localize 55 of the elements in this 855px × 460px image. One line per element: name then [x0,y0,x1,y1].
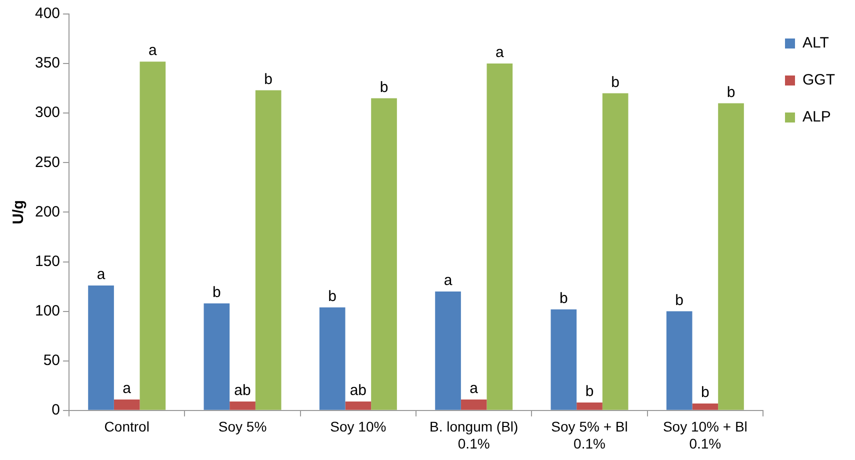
data-label: b [560,290,568,307]
bar [88,286,114,410]
bar [230,401,256,410]
bar [602,93,628,410]
y-tick-label: 350 [34,54,60,72]
y-tick-label: 100 [34,302,60,320]
y-axis-title: U/g [10,200,28,224]
bar [550,309,577,410]
y-tick-label: 300 [34,104,60,122]
data-label: b [611,74,620,91]
data-label: b [380,78,388,96]
y-tick-label: 200 [34,203,60,220]
bar [576,402,602,410]
data-label: b [675,292,684,309]
x-tick-label: Control [104,418,150,435]
x-tick-label: Soy 10% + Bl 0.1% [662,418,748,452]
bar [486,64,513,410]
data-label: b [701,384,710,402]
data-label: ab [234,382,251,400]
data-label: b [264,70,273,88]
y-tick-label: 50 [43,352,60,369]
data-label: a [96,266,106,284]
x-tick-label: Soy 5% + Bl 0.1% [551,418,628,452]
bar [435,291,461,410]
legend-label: GGT [802,72,835,89]
bar [319,307,346,410]
legend-label: ALP [802,108,831,126]
x-tick-label: B. longum (Bl) 0.1% [429,418,518,452]
y-tick-label: 250 [34,154,60,171]
x-tick-label: Soy 5% [218,418,267,435]
bar [666,311,692,410]
bar [114,400,140,410]
x-tick-label: Soy 10% [330,418,386,435]
data-label: b [328,288,337,305]
bar [460,400,487,410]
data-label: a [122,380,132,398]
y-tick-label: 150 [34,252,60,270]
bar [204,303,230,410]
bar [371,98,397,410]
data-label: a [496,44,505,62]
data-label: b [726,84,736,101]
bar [345,401,372,410]
bar [692,403,718,410]
data-label: a [148,42,158,60]
legend-label: ALT [802,34,829,52]
data-label: b [212,284,221,302]
bar [718,103,744,410]
bar [140,62,166,410]
data-label: ab [350,382,367,400]
y-tick-label: 0 [52,402,60,419]
data-label: b [585,383,594,400]
data-label: a [470,380,479,398]
bar [255,90,282,410]
data-label: a [444,272,453,290]
y-tick-label: 400 [34,5,60,22]
